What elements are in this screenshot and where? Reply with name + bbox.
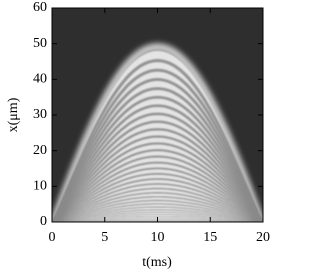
fringe (53, 214, 262, 222)
fringe (53, 203, 262, 222)
x-axis-label: t(ms) (142, 255, 172, 270)
fringe (53, 135, 262, 222)
fringe (53, 155, 262, 222)
y-tick-label: 30 (33, 107, 47, 122)
fringe (53, 142, 262, 222)
fringe (53, 187, 262, 222)
glow (52, 43, 263, 222)
y-tick-label: 60 (33, 0, 47, 15)
fringe (53, 167, 262, 222)
fringe (52, 87, 263, 222)
x-tick-label: 0 (49, 230, 56, 245)
fringe (53, 216, 262, 222)
fringe (53, 199, 262, 222)
chart: t(ms) x(μm) 0 5 10 15 20 0 10 20 30 40 50 60 (6, 0, 270, 270)
plot-area (52, 8, 263, 222)
fringe (53, 149, 262, 222)
y-tick-label: 40 (33, 72, 47, 87)
fringe (53, 183, 262, 222)
x-tick-label: 20 (256, 230, 270, 245)
y-tick-label: 0 (40, 214, 47, 229)
y-tick-label: 10 (33, 179, 47, 194)
x-tick-label: 15 (203, 230, 217, 245)
fringe (52, 59, 263, 222)
fringe (52, 112, 263, 222)
y-tick-label: 50 (33, 36, 47, 51)
fringe (53, 128, 262, 222)
x-tick-label: 5 (101, 230, 108, 245)
fringe (53, 206, 262, 222)
fringe (52, 120, 263, 222)
x-tick-label: 10 (151, 230, 165, 245)
fringe (53, 212, 262, 222)
fringe (52, 78, 263, 222)
fringe (52, 95, 263, 222)
fringe (53, 209, 262, 222)
fringe (53, 178, 262, 222)
fringe (53, 161, 262, 222)
fringe (52, 104, 263, 222)
fringe (53, 192, 262, 222)
y-axis-label: x(μm) (6, 97, 21, 132)
y-tick-label: 20 (33, 143, 47, 158)
fringe (53, 196, 262, 222)
fringe (52, 68, 263, 222)
fringe (53, 173, 262, 222)
